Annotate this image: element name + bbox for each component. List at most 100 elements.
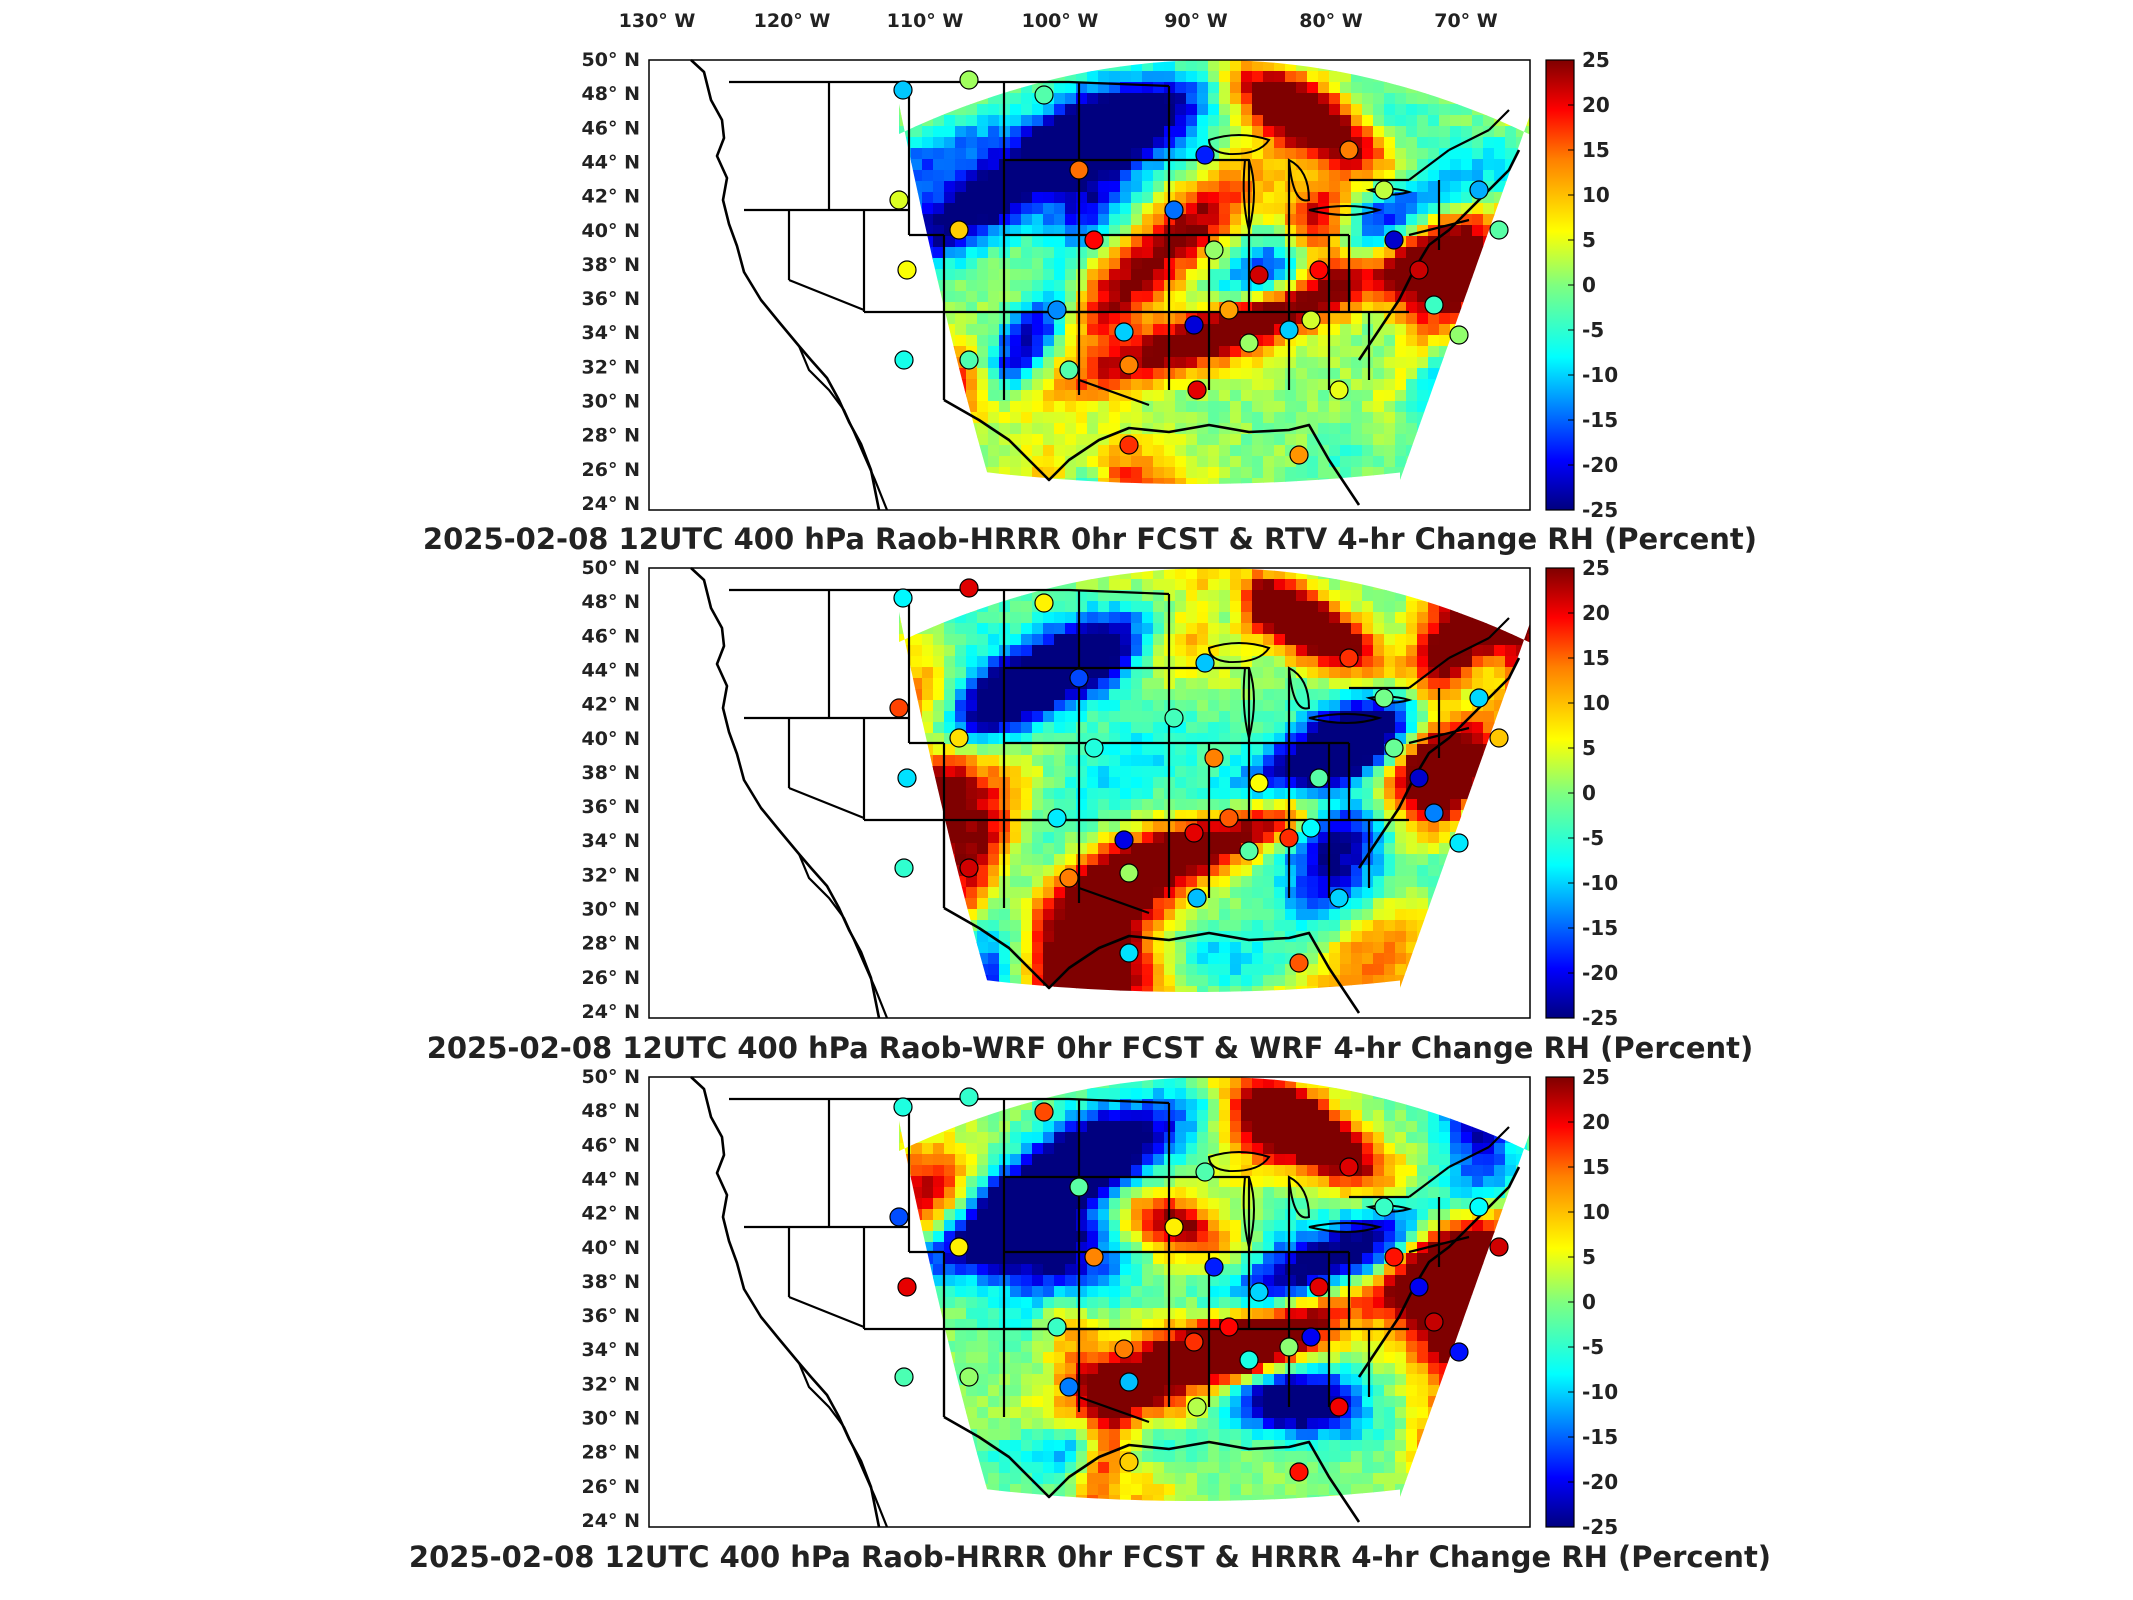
- raob-station-marker: [1339, 1157, 1359, 1177]
- raob-station-marker: [1424, 1312, 1444, 1332]
- colorbar-tick-label: 10: [1582, 691, 1610, 715]
- colorbar-tick-label: 25: [1582, 48, 1610, 72]
- latitude-tick-label: 26° N: [582, 967, 640, 989]
- latitude-tick-label: 44° N: [582, 1168, 640, 1190]
- latitude-tick-label: 28° N: [582, 933, 640, 955]
- panel-title: 2025-02-08 12UTC 400 hPa Raob-WRF 0hr FC…: [427, 1031, 1754, 1065]
- panel-title: 2025-02-08 12UTC 400 hPa Raob-HRRR 0hr F…: [423, 522, 1757, 556]
- raob-station-marker: [1034, 85, 1054, 105]
- raob-station-marker: [1309, 260, 1329, 280]
- raob-station-marker: [1309, 768, 1329, 788]
- raob-station-marker: [1059, 868, 1079, 888]
- raob-station-marker: [959, 70, 979, 90]
- longitude-tick-label: 80° W: [1299, 10, 1363, 32]
- raob-station-marker: [897, 768, 917, 788]
- raob-station-marker: [1374, 688, 1394, 708]
- raob-station-marker: [1219, 300, 1239, 320]
- colorbar-tick-label: 20: [1582, 601, 1610, 625]
- raob-station-marker: [1119, 1372, 1139, 1392]
- colorbar-tick-label: -15: [1582, 1425, 1618, 1449]
- colorbar-tick-label: 15: [1582, 1155, 1610, 1179]
- colorbar-tick-label: 5: [1582, 1245, 1596, 1269]
- raob-station-marker: [1384, 738, 1404, 758]
- top-longitude-axis: 130° W 120° W 110° W 100° W 90° W 80° W 70° W: [619, 10, 1498, 32]
- colorbar-tick-label: -25: [1582, 1006, 1618, 1030]
- colorbar-tick-label: 20: [1582, 1110, 1610, 1134]
- colorbar-tick-label: 5: [1582, 736, 1596, 760]
- raob-station-marker: [1449, 833, 1469, 853]
- raob-station-marker: [1249, 265, 1269, 285]
- raob-station-marker: [1069, 1177, 1089, 1197]
- raob-station-marker: [1339, 648, 1359, 668]
- raob-station-marker: [959, 350, 979, 370]
- raob-station-marker: [1114, 1339, 1134, 1359]
- raob-station-marker: [1239, 333, 1259, 353]
- raob-station-marker: [959, 578, 979, 598]
- state-boundaries: [690, 1076, 1521, 1528]
- colorbar-tick-label: -5: [1582, 1335, 1604, 1359]
- raob-station-marker: [959, 1087, 979, 1107]
- raob-station-marker: [1301, 1327, 1321, 1347]
- latitude-tick-label: 32° N: [582, 864, 640, 886]
- latitude-tick-label: 30° N: [582, 391, 640, 413]
- colorbar: 25 20 15 10 5 0 -5 -10 -15 -20 -25: [1545, 48, 1618, 522]
- raob-station-marker: [1059, 360, 1079, 380]
- raob-station-marker: [894, 350, 914, 370]
- colorbar-tick-label: 25: [1582, 1065, 1610, 1089]
- colorbar-tick-label: -25: [1582, 498, 1618, 522]
- raob-station-marker: [1164, 708, 1184, 728]
- raob-station-marker: [1329, 380, 1349, 400]
- longitude-tick-label: 110° W: [887, 10, 964, 32]
- latitude-tick-label: 38° N: [582, 1271, 640, 1293]
- raob-station-marker: [1119, 863, 1139, 883]
- map-panel: 50° N 48° N 46° N 44° N 42° N 40° N 38° N 36° N…: [423, 48, 1757, 556]
- latitude-tick-label: 42° N: [582, 186, 640, 208]
- latitude-tick-label: 32° N: [582, 1373, 640, 1395]
- raob-station-marker: [1279, 320, 1299, 340]
- latitude-tick-label: 36° N: [582, 796, 640, 818]
- raob-station-marker: [1289, 445, 1309, 465]
- latitude-tick-label: 36° N: [582, 288, 640, 310]
- latitude-tick-label: 50° N: [582, 1066, 640, 1088]
- colorbar-tick-label: 10: [1582, 183, 1610, 207]
- latitude-tick-label: 42° N: [582, 1203, 640, 1225]
- raob-station-marker: [1424, 803, 1444, 823]
- colorbar-tick-label: -10: [1582, 363, 1618, 387]
- latitude-tick-label: 50° N: [582, 557, 640, 579]
- raob-station-marker: [959, 1367, 979, 1387]
- state-boundaries: [690, 59, 1521, 511]
- raob-station-marker: [1119, 435, 1139, 455]
- colorbar-tick-label: -10: [1582, 871, 1618, 895]
- raob-station-marker: [1309, 1277, 1329, 1297]
- colorbar-tick-label: 10: [1582, 1200, 1610, 1224]
- raob-station-marker: [1034, 593, 1054, 613]
- colorbar-tick-label: -5: [1582, 318, 1604, 342]
- raob-station-marker: [1469, 180, 1489, 200]
- raob-station-marker: [949, 1237, 969, 1257]
- raob-station-marker: [1184, 823, 1204, 843]
- rh-change-field: [899, 568, 1530, 992]
- latitude-tick-label: 40° N: [582, 728, 640, 750]
- colorbar-tick-label: -5: [1582, 826, 1604, 850]
- longitude-tick-label: 100° W: [1022, 10, 1099, 32]
- longitude-tick-label: 130° W: [619, 10, 696, 32]
- raob-station-marker: [893, 1097, 913, 1117]
- longitude-tick-label: 90° W: [1164, 10, 1228, 32]
- raob-station-marker: [1374, 180, 1394, 200]
- latitude-tick-label: 24° N: [582, 1001, 640, 1023]
- raob-station-marker: [1384, 230, 1404, 250]
- latitude-tick-label: 48° N: [582, 1100, 640, 1122]
- raob-station-marker: [1187, 1397, 1207, 1417]
- raob-station-marker: [1047, 300, 1067, 320]
- latitude-tick-label: 26° N: [582, 1476, 640, 1498]
- colorbar-tick-label: 5: [1582, 228, 1596, 252]
- colorbar-tick-label: -10: [1582, 1380, 1618, 1404]
- raob-station-marker: [1469, 1197, 1489, 1217]
- raob-station-marker: [1164, 200, 1184, 220]
- raob-station-marker: [1409, 768, 1429, 788]
- colorbar: 25 20 15 10 5 0 -5 -10 -15 -20 -25: [1545, 1065, 1618, 1539]
- latitude-tick-label: 40° N: [582, 220, 640, 242]
- raob-station-marker: [1449, 1342, 1469, 1362]
- latitude-tick-label: 28° N: [582, 1442, 640, 1464]
